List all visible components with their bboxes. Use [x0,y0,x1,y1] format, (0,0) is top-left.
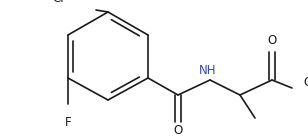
Text: Cl: Cl [52,0,64,5]
Text: F: F [65,116,71,129]
Text: NH: NH [199,64,217,76]
Text: O: O [267,34,277,46]
Text: OH: OH [303,75,308,89]
Text: O: O [173,125,183,137]
